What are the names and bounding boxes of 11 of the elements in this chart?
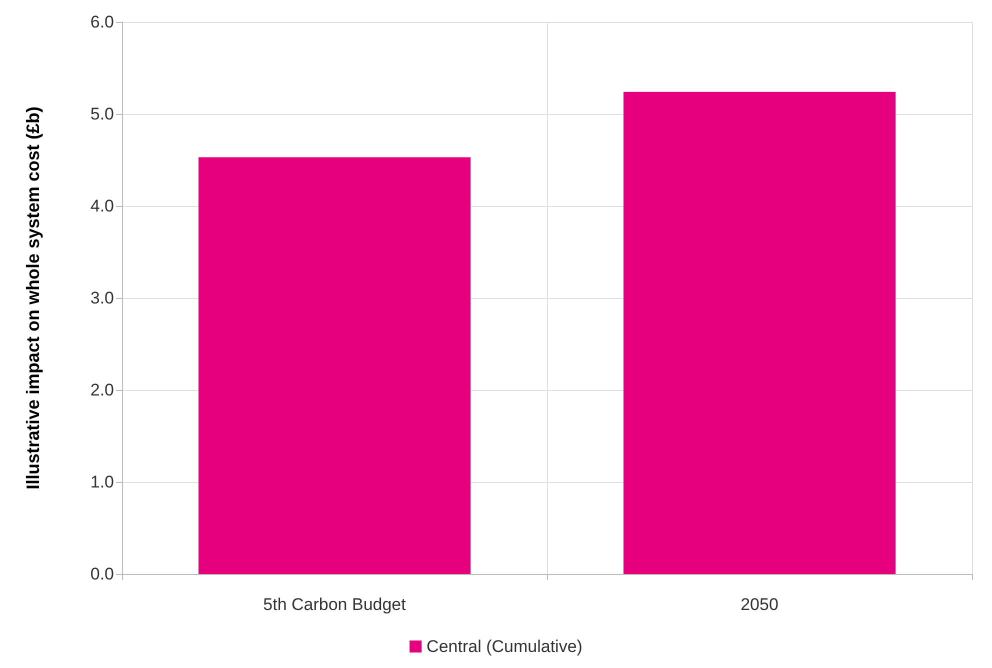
x-tick-label: 5th Carbon Budget: [263, 595, 406, 614]
y-tick-label: 2.0: [90, 380, 114, 400]
legend-label: Central (Cumulative): [426, 637, 582, 656]
y-tick-label: 3.0: [90, 288, 114, 308]
y-tick-label: 0.0: [90, 564, 114, 584]
y-tick-label: 5.0: [90, 104, 114, 124]
y-tick-label: 6.0: [90, 12, 114, 32]
y-tick-label: 1.0: [90, 472, 114, 492]
x-tick-label: 2050: [740, 595, 778, 614]
y-tick-label: 4.0: [90, 196, 114, 216]
y-axis-title: Illustrative impact on whole system cost (£b): [23, 106, 43, 490]
